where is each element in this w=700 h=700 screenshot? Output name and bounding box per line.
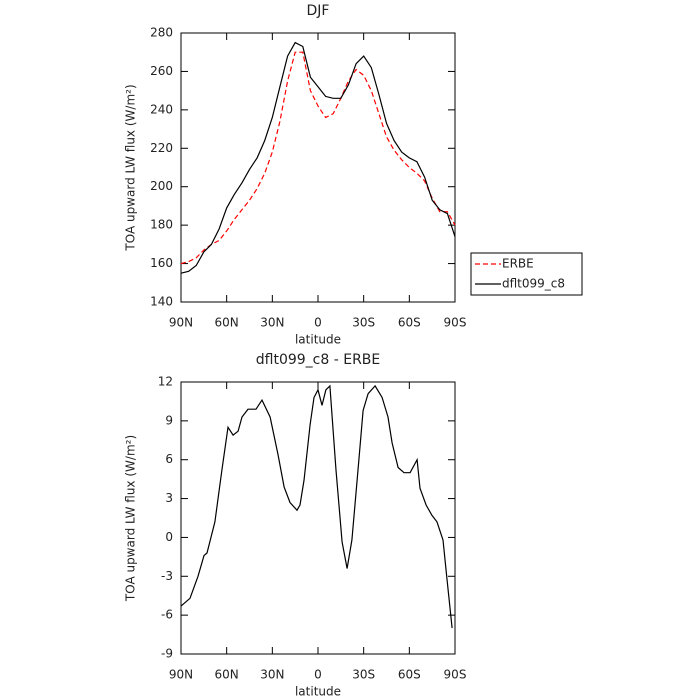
y-tick-label: -9 <box>161 647 173 661</box>
legend-box <box>470 252 583 296</box>
y-tick-label: 140 <box>150 295 173 309</box>
x-tick-label: 60S <box>398 668 421 682</box>
y-tick-label: 280 <box>150 26 173 40</box>
y-tick-label: 9 <box>165 413 173 427</box>
x-tick-label: 0 <box>314 316 322 330</box>
data-line <box>180 51 456 265</box>
y-tick-label: 180 <box>150 218 173 232</box>
y-tick-label: 240 <box>150 102 173 116</box>
y-tick-label: 3 <box>165 491 173 505</box>
x-tick-label: 60N <box>215 316 239 330</box>
y-tick-label: -3 <box>161 569 173 583</box>
x-tick-label: 90N <box>169 316 193 330</box>
data-line <box>180 41 456 274</box>
legend-label: dflt099_c8 <box>502 277 565 291</box>
x-tick-label: 60N <box>215 668 239 682</box>
x-tick-label: 30S <box>352 668 375 682</box>
x-tick-label: 60S <box>398 316 421 330</box>
y-axis-label: TOA upward LW flux (W/m²) <box>124 84 138 251</box>
x-tick-label: 0 <box>314 668 322 682</box>
plot-frame <box>180 32 456 303</box>
y-axis-label: TOA upward LW flux (W/m²) <box>124 435 138 602</box>
x-tick-label: 30N <box>260 668 284 682</box>
x-tick-label: 90S <box>444 316 467 330</box>
x-tick-label: 30S <box>352 316 375 330</box>
x-tick-label: 30N <box>260 316 284 330</box>
y-tick-label: 12 <box>158 375 173 389</box>
x-axis-label: latitude <box>295 685 341 699</box>
y-tick-label: 200 <box>150 179 173 193</box>
plot-frame <box>180 381 456 655</box>
data-line <box>180 384 453 629</box>
y-tick-label: 160 <box>150 256 173 270</box>
chart-title: dflt099_c8 - ERBE <box>256 352 381 368</box>
y-tick-label: 0 <box>165 530 173 544</box>
y-tick-label: 260 <box>150 64 173 78</box>
y-tick-label: -6 <box>161 608 173 622</box>
y-tick-label: 220 <box>150 141 173 155</box>
chart-title: DJF <box>307 3 330 19</box>
x-axis-label: latitude <box>295 333 341 347</box>
x-tick-label: 90N <box>169 668 193 682</box>
x-tick-label: 90S <box>444 668 467 682</box>
y-tick-label: 6 <box>165 452 173 466</box>
legend-label: ERBE <box>502 257 534 271</box>
